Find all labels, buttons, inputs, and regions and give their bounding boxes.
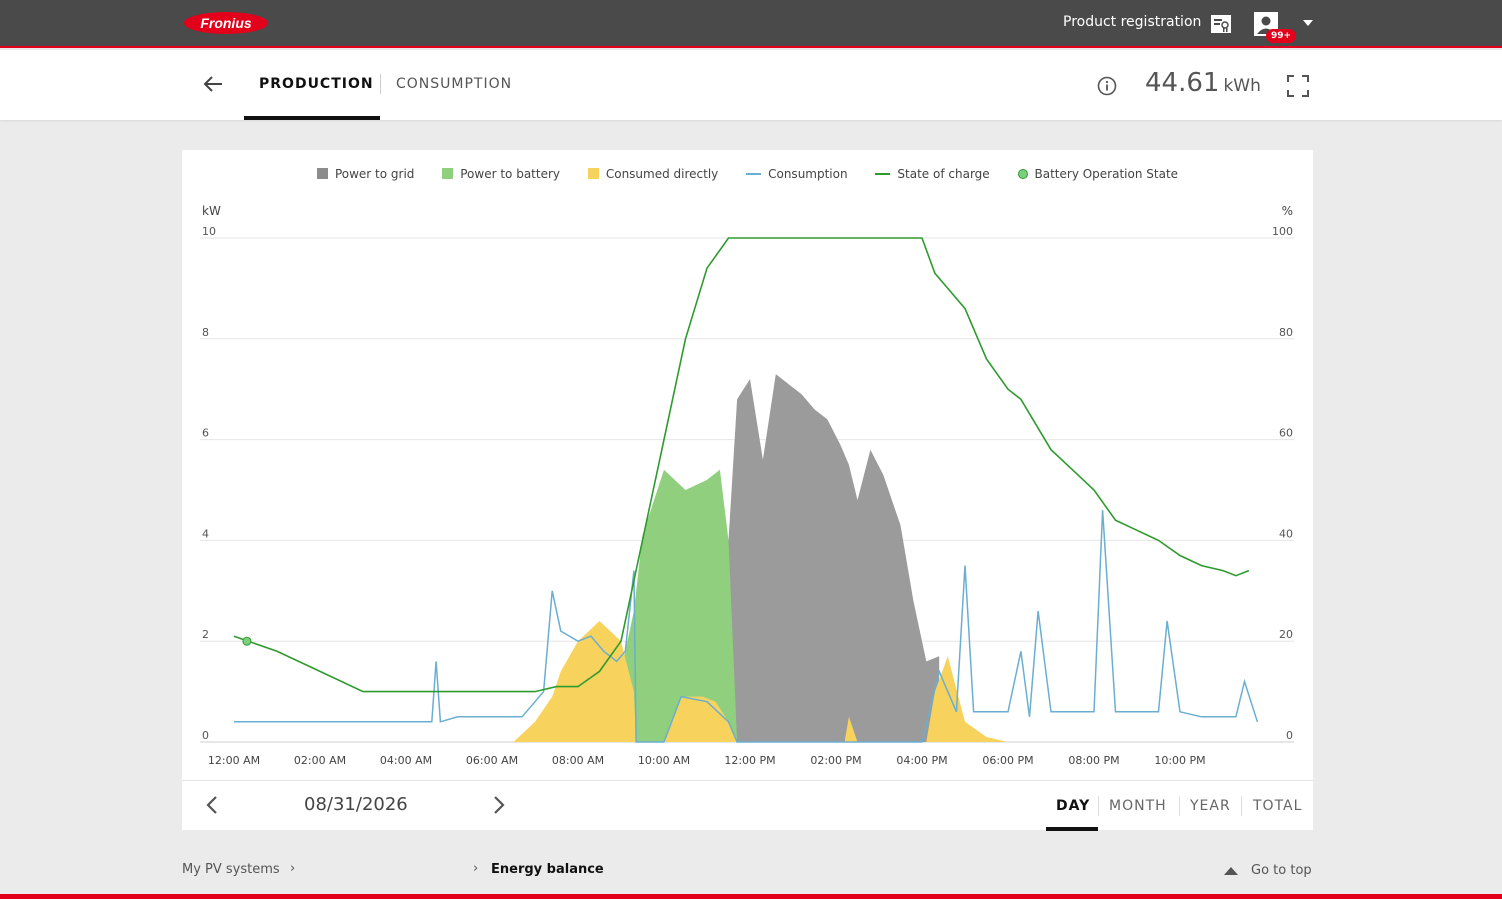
breadcrumb-my-pv-systems[interactable]: My PV systems bbox=[182, 862, 280, 877]
period-divider bbox=[1241, 796, 1242, 816]
series-consumption-line bbox=[234, 510, 1259, 743]
y-right-tick-label: 100 bbox=[1272, 225, 1293, 238]
y-right-tick-label: 40 bbox=[1279, 527, 1293, 540]
registration-certificate-icon[interactable] bbox=[1209, 12, 1233, 36]
legend-power-to-grid[interactable]: Power to grid bbox=[316, 167, 415, 181]
y-left-tick-label: 6 bbox=[202, 427, 209, 440]
y-right-tick-label: 0 bbox=[1286, 729, 1293, 742]
series-state-of-charge-line bbox=[233, 237, 1250, 693]
fronius-logo[interactable]: Fronius bbox=[183, 11, 269, 35]
date-navigation: 08/31/2026 DAY MONTH YEAR TOTAL bbox=[182, 780, 1313, 831]
x-tick-label: 04:00 AM bbox=[380, 754, 432, 767]
grid-swatch bbox=[316, 168, 328, 179]
y-left-tick-label: 10 bbox=[202, 225, 216, 238]
y-right-tick-label: 20 bbox=[1279, 628, 1293, 641]
x-tick-label: 10:00 AM bbox=[638, 754, 690, 767]
x-tick-label: 04:00 PM bbox=[896, 754, 947, 767]
y-left-tick-label: 8 bbox=[202, 326, 209, 339]
period-day[interactable]: DAY bbox=[1056, 798, 1091, 814]
period-divider bbox=[1179, 796, 1180, 816]
previous-day-icon[interactable] bbox=[204, 795, 220, 815]
period-divider bbox=[1098, 796, 1099, 816]
x-tick-label: 02:00 AM bbox=[294, 754, 346, 767]
breadcrumb-separator: › bbox=[290, 861, 296, 876]
legend-label: State of charge bbox=[897, 167, 990, 181]
energy-chart: 0 0 2 20 4 40 6 60 8 80 10 100 kW % 12:00 AM 02:00 AM 04… bbox=[200, 204, 1294, 767]
legend-label: Consumption bbox=[768, 167, 848, 181]
total-energy: 44.61 kWh bbox=[1145, 68, 1261, 98]
breadcrumb-energy-balance: Energy balance bbox=[491, 862, 604, 877]
active-tab-indicator bbox=[244, 116, 380, 120]
fullscreen-icon[interactable] bbox=[1286, 74, 1310, 98]
legend-label: Consumed directly bbox=[605, 167, 719, 181]
product-registration-link[interactable]: Product registration bbox=[1063, 14, 1202, 30]
period-year[interactable]: YEAR bbox=[1190, 798, 1231, 814]
chart-legend: Power to grid Power to battery Consumed … bbox=[182, 167, 1313, 181]
y-left-tick-label: 4 bbox=[202, 527, 209, 540]
breadcrumb-separator: › bbox=[473, 861, 479, 876]
x-tick-label: 08:00 AM bbox=[552, 754, 604, 767]
legend-label: Battery Operation State bbox=[1034, 167, 1179, 181]
y-right-tick-label: 60 bbox=[1279, 427, 1293, 440]
arrow-up-icon[interactable] bbox=[1224, 867, 1238, 875]
legend-state-of-charge[interactable]: State of charge bbox=[875, 167, 990, 181]
period-total[interactable]: TOTAL bbox=[1253, 798, 1303, 814]
x-tick-label: 10:00 PM bbox=[1154, 754, 1205, 767]
series-power-to-grid-area bbox=[728, 374, 940, 742]
legend-consumption[interactable]: Consumption bbox=[746, 167, 848, 181]
x-tick-label: 06:00 AM bbox=[466, 754, 518, 767]
x-tick-label: 12:00 PM bbox=[724, 754, 775, 767]
legend-label: Power to battery bbox=[460, 167, 561, 181]
x-tick-label: 06:00 PM bbox=[982, 754, 1033, 767]
battery-swatch bbox=[442, 168, 454, 179]
energy-chart-card: Power to grid Power to battery Consumed … bbox=[182, 150, 1313, 831]
legend-consumed-directly[interactable]: Consumed directly bbox=[587, 167, 719, 181]
battery-state-swatch bbox=[1017, 169, 1028, 179]
info-icon[interactable] bbox=[1097, 76, 1117, 96]
tab-divider bbox=[380, 74, 381, 94]
total-energy-value: 44.61 bbox=[1145, 68, 1220, 98]
chevron-down-icon[interactable] bbox=[1303, 20, 1313, 26]
legend-label: Power to grid bbox=[334, 167, 415, 181]
next-day-icon[interactable] bbox=[491, 795, 507, 815]
legend-power-to-battery[interactable]: Power to battery bbox=[442, 167, 560, 181]
top-bar: Fronius Product registration 99+ bbox=[0, 0, 1502, 48]
legend-battery-operation-state[interactable]: Battery Operation State bbox=[1017, 167, 1179, 181]
x-tick-label: 12:00 AM bbox=[208, 754, 260, 767]
y-right-unit-label: % bbox=[1282, 204, 1293, 218]
back-arrow-icon[interactable] bbox=[202, 73, 224, 95]
tab-consumption[interactable]: CONSUMPTION bbox=[396, 76, 513, 92]
total-energy-unit: kWh bbox=[1223, 76, 1261, 96]
y-left-unit-label: kW bbox=[202, 204, 221, 218]
y-left-tick-label: 0 bbox=[202, 729, 209, 742]
go-to-top-link[interactable]: Go to top bbox=[1251, 863, 1312, 878]
tab-production[interactable]: PRODUCTION bbox=[259, 76, 374, 92]
svg-text:Fronius: Fronius bbox=[200, 15, 252, 31]
period-month[interactable]: MONTH bbox=[1109, 798, 1167, 814]
soc-swatch bbox=[875, 173, 891, 175]
footer-accent-line bbox=[0, 894, 1502, 899]
consumption-swatch bbox=[746, 173, 762, 175]
series-power-to-battery-area bbox=[578, 469, 738, 742]
view-header: PRODUCTION CONSUMPTION 44.61 kWh bbox=[0, 50, 1502, 120]
battery-operation-state-point bbox=[242, 636, 252, 646]
y-left-tick-label: 2 bbox=[202, 628, 209, 641]
selected-date[interactable]: 08/31/2026 bbox=[304, 794, 408, 815]
x-tick-label: 08:00 PM bbox=[1068, 754, 1119, 767]
y-right-tick-label: 80 bbox=[1279, 326, 1293, 339]
notification-badge: 99+ bbox=[1266, 29, 1297, 43]
series-consumed-directly-area bbox=[513, 621, 1008, 742]
direct-swatch bbox=[587, 168, 599, 179]
active-period-indicator bbox=[1046, 827, 1098, 831]
x-tick-label: 02:00 PM bbox=[810, 754, 861, 767]
